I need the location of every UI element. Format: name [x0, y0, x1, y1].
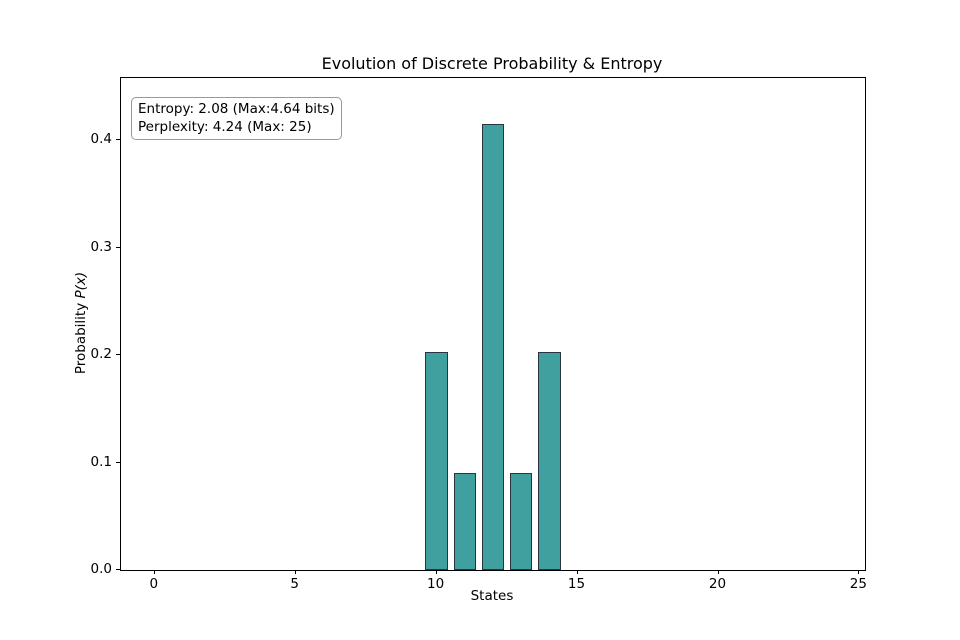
bar-state-13 — [509, 473, 533, 570]
x-tick-label: 25 — [849, 576, 867, 592]
perplexity-text: Perplexity: 4.24 (Max: 25) — [138, 119, 312, 135]
y-tick-label: 0.0 — [90, 561, 112, 577]
x-tick-label: 10 — [427, 576, 445, 592]
x-tick-label: 0 — [149, 576, 159, 592]
y-tick-mark — [116, 139, 120, 140]
y-axis-label: Probability P(x) — [73, 272, 89, 374]
plot-area: Entropy: 2.08 (Max:4.64 bits) Perplexity… — [120, 77, 866, 571]
x-tick-label: 15 — [567, 576, 586, 592]
y-axis-label-math: P(x) — [73, 271, 89, 299]
x-axis-label: States — [470, 588, 514, 604]
bar-state-12 — [481, 123, 505, 570]
x-tick-mark — [153, 570, 155, 574]
x-tick-mark — [858, 570, 860, 574]
chart-title: Evolution of Discrete Probability & Entr… — [321, 54, 663, 73]
entropy-annotation: Entropy: 2.08 (Max:4.64 bits) Perplexity… — [131, 97, 342, 140]
y-tick-label: 0.1 — [90, 453, 112, 470]
y-tick-mark — [116, 461, 120, 463]
bar-state-14 — [538, 351, 561, 570]
x-tick-label: 20 — [708, 576, 727, 592]
entropy-text: Entropy: 2.08 (Max:4.64 bits) — [138, 101, 335, 117]
y-axis-label-text: Probability — [73, 298, 89, 375]
x-tick-mark — [294, 570, 296, 574]
x-tick-mark — [717, 570, 719, 574]
x-tick-mark — [435, 570, 437, 574]
y-tick-label: 0.4 — [90, 131, 112, 147]
y-tick-mark — [116, 569, 120, 570]
y-tick-label: 0.2 — [90, 346, 112, 362]
x-tick-label: 5 — [290, 576, 299, 592]
bar-state-11 — [453, 473, 476, 570]
y-tick-mark — [116, 246, 120, 248]
x-tick-mark — [576, 570, 578, 574]
bar-state-10 — [425, 351, 448, 570]
y-tick-mark — [116, 354, 120, 355]
y-tick-label: 0.3 — [90, 238, 112, 255]
